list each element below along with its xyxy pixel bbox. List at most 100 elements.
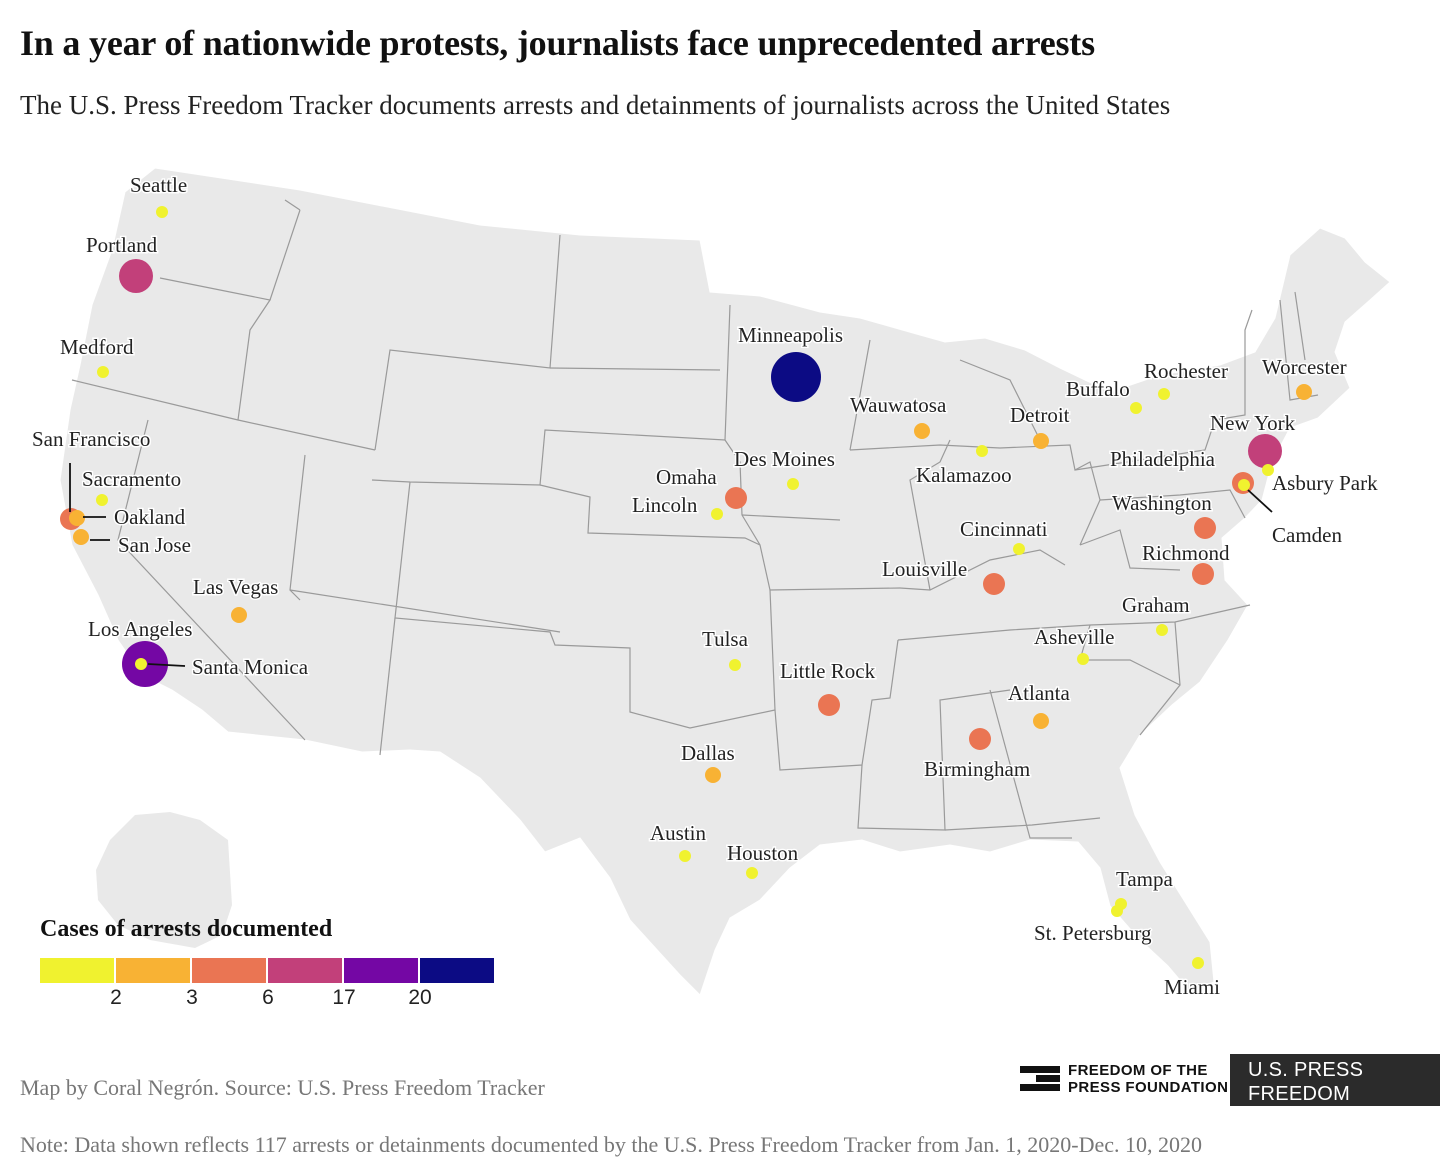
city-label-san-francisco: San Francisco [32,427,150,451]
city-label-worcester: Worcester [1262,355,1347,379]
city-label-santa-monica: Santa Monica [192,655,309,679]
city-label-richmond: Richmond [1142,541,1230,565]
city-label-minneapolis: Minneapolis [738,323,843,347]
city-marker-wauwatosa[interactable] [914,423,930,439]
city-marker-omaha[interactable] [725,487,747,509]
city-label-seattle: Seattle [130,173,187,197]
legend-tick-label: 17 [332,986,356,1009]
city-marker-rochester[interactable] [1158,388,1170,400]
city-label-medford: Medford [60,335,134,359]
city-marker-minneapolis[interactable] [771,352,821,402]
city-label-birmingham: Birmingham [924,757,1030,781]
tracker-logo-line2: FREEDOM TRACKER [1248,1083,1351,1129]
city-label-philadelphia: Philadelphia [1110,447,1216,471]
city-marker-detroit[interactable] [1033,433,1049,449]
tracker-logo: U.S. PRESS FREEDOM TRACKER [1230,1054,1440,1129]
city-label-camden: Camden [1272,523,1342,547]
city-marker-sacramento[interactable] [96,494,108,506]
city-marker-asheville[interactable] [1077,653,1089,665]
city-label-louisville: Louisville [882,557,967,581]
city-label-kalamazoo: Kalamazoo [916,463,1012,487]
legend-tick-label: 20 [408,986,432,1009]
city-marker-buffalo[interactable] [1130,402,1142,414]
source-credit: Map by Coral Negrón. Source: U.S. Press … [20,1075,545,1100]
city-label-new-york: New York [1210,411,1296,435]
city-marker-louisville[interactable] [983,573,1005,595]
fpf-logo-line2: PRESS FOUNDATION [1068,1079,1229,1096]
city-marker-kalamazoo[interactable] [976,445,988,457]
city-marker-miami[interactable] [1192,957,1204,969]
legend-swatch-3 [192,958,266,983]
city-label-buffalo: Buffalo [1066,377,1130,401]
city-marker-oakland[interactable] [69,510,85,526]
legend-title: Cases of arrests documented [40,916,333,942]
city-marker-santa-monica[interactable] [135,658,147,670]
legend-swatch-2 [116,958,190,983]
city-label-asbury-park: Asbury Park [1272,471,1378,495]
us-map: Seattle Portland Medford San Francisco Sacra… [31,167,1391,1001]
legend-tick-label: 3 [186,986,198,1009]
city-marker-little-rock[interactable] [818,694,840,716]
legend-swatch-6 [420,958,494,983]
legend-swatch-1 [40,958,114,983]
city-marker-atlanta[interactable] [1033,713,1049,729]
city-label-des-moines: Des Moines [734,447,835,471]
city-label-asheville: Asheville [1034,625,1114,649]
city-label-miami: Miami [1164,975,1220,999]
city-label-rochester: Rochester [1144,359,1228,383]
city-marker-tulsa[interactable] [729,659,741,671]
legend-tick-label: 2 [110,986,122,1009]
city-marker-asbury-park[interactable] [1262,464,1274,476]
city-marker-worcester[interactable] [1296,384,1312,400]
legend-color-scale [40,958,496,983]
city-marker-portland[interactable] [119,259,153,293]
city-marker-graham[interactable] [1156,624,1168,636]
legend-tick-label: 6 [262,986,274,1009]
city-label-cincinnati: Cincinnati [960,517,1048,541]
city-label-wauwatosa: Wauwatosa [850,393,947,417]
city-label-houston: Houston [727,841,799,865]
city-marker-seattle[interactable] [156,206,168,218]
city-marker-washington[interactable] [1194,517,1216,539]
city-label-little-rock: Little Rock [780,659,876,683]
city-label-st-petersburg: St. Petersburg [1034,921,1152,945]
city-marker-camden[interactable] [1238,479,1250,491]
city-label-washington: Washington [1112,491,1212,515]
legend-swatch-4 [268,958,342,983]
alaska-shape [96,812,232,948]
city-label-sacramento: Sacramento [82,467,181,491]
state-borders [71,199,1319,839]
fpf-logo: FREEDOM OF THE PRESS FOUNDATION [1020,1062,1228,1096]
city-label-dallas: Dallas [681,741,735,765]
city-marker-austin[interactable] [679,850,691,862]
city-marker-lincoln[interactable] [711,508,723,520]
city-marker-des-moines[interactable] [787,478,799,490]
city-labels: Seattle Portland Medford San Francisco Sacra… [31,172,1380,1001]
city-marker-cincinnati[interactable] [1013,543,1025,555]
page-subtitle: The U.S. Press Freedom Tracker documents… [20,90,1171,120]
city-label-oakland: Oakland [114,505,186,529]
page-title: In a year of nationwide protests, journa… [20,23,1095,63]
fpf-logo-line1: FREEDOM OF THE [1068,1062,1208,1079]
city-marker-san-jose[interactable] [73,529,89,545]
city-label-tulsa: Tulsa [702,627,749,651]
city-marker-las-vegas[interactable] [231,607,247,623]
city-markers [60,206,1312,969]
city-label-san-jose: San Jose [118,533,191,557]
us-states-base [59,167,1391,996]
tracker-logo-line1: U.S. PRESS [1248,1059,1364,1081]
city-label-atlanta: Atlanta [1008,681,1070,705]
city-label-detroit: Detroit [1010,403,1070,427]
city-marker-richmond[interactable] [1192,563,1214,585]
city-marker-birmingham[interactable] [969,728,991,750]
city-marker-st-petersburg[interactable] [1111,905,1123,917]
city-label-lincoln: Lincoln [632,493,698,517]
city-marker-medford[interactable] [97,366,109,378]
city-label-graham: Graham [1122,593,1190,617]
city-marker-houston[interactable] [746,867,758,879]
city-label-los-angeles: Los Angeles [88,617,192,641]
fpf-logo-mark-icon [1020,1064,1060,1094]
city-label-tampa: Tampa [1116,867,1174,891]
city-marker-new-york[interactable] [1248,434,1282,468]
city-marker-dallas[interactable] [705,767,721,783]
